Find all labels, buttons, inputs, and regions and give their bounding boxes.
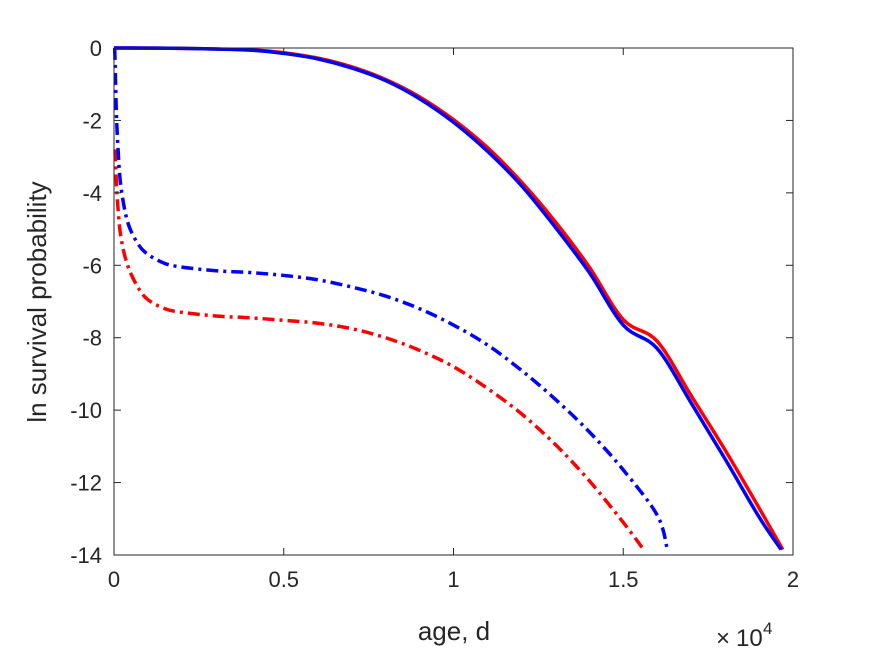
y-tick-label: -6 xyxy=(82,253,102,278)
x-tick-label: 2 xyxy=(787,567,799,592)
x-tick-label: 0.5 xyxy=(268,567,299,592)
x-tick-label: 1 xyxy=(447,567,459,592)
y-tick-label: -4 xyxy=(82,181,102,206)
series-line-1 xyxy=(113,46,783,551)
x-axis-ticks: 0 0.5 1 1.5 2 xyxy=(108,48,799,592)
series-layer xyxy=(112,46,785,551)
series-line-3 xyxy=(112,47,670,551)
x-tick-label: 1.5 xyxy=(608,567,639,592)
y-tick-label: -10 xyxy=(70,398,102,423)
y-tick-label: -8 xyxy=(82,326,102,351)
y-tick-label: -14 xyxy=(70,543,102,568)
y-axis-ticks: 0 -2 -4 -6 -8 -10 -12 -14 xyxy=(70,36,793,568)
series-line-2 xyxy=(113,149,646,551)
y-tick-label: 0 xyxy=(90,36,102,61)
x-exponent-power: 4 xyxy=(763,619,772,638)
x-tick-label: 0 xyxy=(108,567,120,592)
x-exponent-base: 10 xyxy=(736,625,763,652)
y-axis-label: ln survival probability xyxy=(22,181,52,422)
x-axis-label: age, d xyxy=(418,616,490,646)
y-tick-label: -12 xyxy=(70,471,102,496)
x-axis-exponent: × 10 4 xyxy=(716,619,772,652)
x-exponent-times: × xyxy=(716,625,730,652)
y-tick-label: -2 xyxy=(82,108,102,133)
